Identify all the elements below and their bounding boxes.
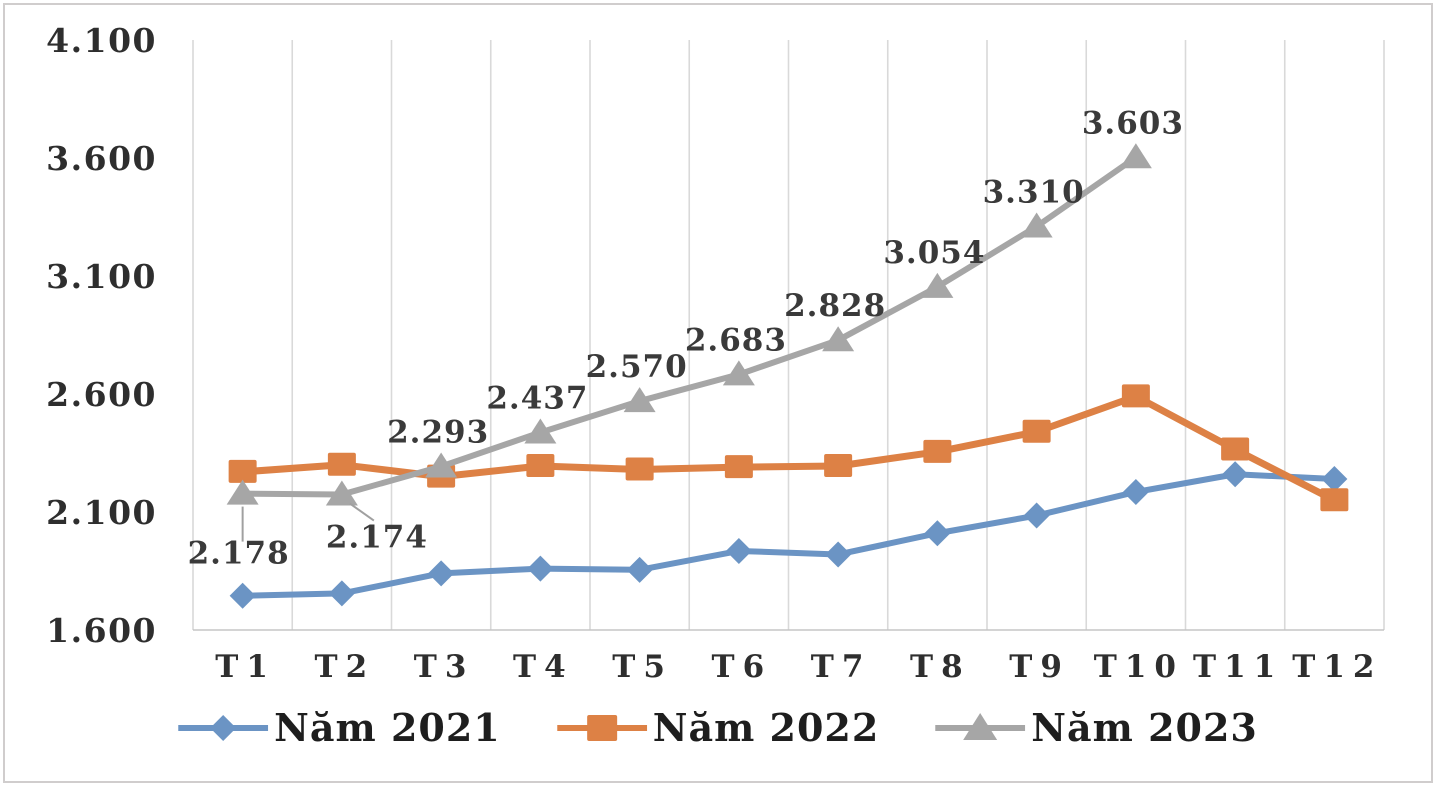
y-tick-label: 1.600	[46, 611, 157, 650]
data-point-marker	[327, 452, 356, 476]
x-tick-label: T6	[712, 649, 773, 685]
data-label: 2.293	[387, 414, 489, 450]
x-tick-label: T11	[1193, 649, 1283, 685]
x-tick-label: T12	[1292, 649, 1382, 685]
x-tick-label: T5	[612, 649, 673, 685]
data-label: 2.683	[685, 322, 787, 358]
legend-marker-diamond-icon	[178, 715, 269, 741]
legend-label-nam-2021: Năm 2021	[274, 705, 501, 750]
y-tick-label: 3.600	[46, 139, 157, 178]
y-tick-label: 2.100	[46, 493, 157, 532]
data-point-marker	[1023, 502, 1050, 529]
data-point-marker	[1121, 384, 1150, 408]
x-tick-label: T1	[215, 649, 276, 685]
data-point-marker	[228, 459, 257, 483]
data-point-marker	[1122, 478, 1149, 505]
data-point-marker	[428, 560, 455, 587]
data-point-marker	[923, 439, 952, 463]
data-point-marker	[725, 537, 752, 564]
data-point-marker	[722, 360, 755, 386]
legend-label-nam-2023: Năm 2023	[1031, 705, 1258, 750]
data-point-marker	[924, 520, 951, 547]
data-point-marker	[524, 418, 557, 444]
data-point-marker	[626, 556, 653, 583]
data-label: 2.437	[486, 380, 588, 416]
data-point-marker	[527, 555, 554, 582]
data-point-marker	[1020, 212, 1053, 238]
legend-glyph	[963, 713, 998, 740]
legend-item-nam-2023[interactable]: Năm 2023	[935, 708, 1258, 748]
data-label: 2.174	[326, 520, 428, 556]
legend-marker-triangle-icon	[935, 713, 1026, 740]
series-3	[226, 143, 1152, 506]
legend-glyph	[586, 715, 617, 741]
series-1	[229, 461, 1348, 609]
data-label: 3.603	[1082, 105, 1184, 141]
y-tick-label: 2.600	[46, 375, 157, 414]
x-tick-label: T8	[910, 649, 971, 685]
legend-item-nam-2022[interactable]: Năm 2022	[556, 705, 880, 750]
data-point-marker	[1022, 419, 1051, 443]
x-tick-label: T2	[315, 649, 376, 685]
data-point-marker	[822, 326, 855, 352]
data-label: 3.054	[883, 235, 985, 271]
series-line	[242, 392, 1336, 504]
data-label: 2.570	[586, 349, 688, 385]
legend-label-nam-2022: Năm 2022	[652, 705, 880, 750]
data-point-marker	[328, 580, 355, 607]
data-point-marker	[1321, 465, 1348, 492]
data-point-marker	[226, 479, 259, 505]
data-label-leader-line	[349, 502, 375, 522]
x-tick-label: T7	[811, 649, 872, 685]
x-tick-label: T10	[1094, 649, 1184, 685]
series-line	[242, 154, 1138, 498]
data-point-marker	[824, 453, 853, 477]
x-tick-label: T4	[513, 649, 574, 685]
x-tick-label: T3	[414, 649, 475, 685]
chart-legend: Năm 2021 Năm 2022 Năm 2023	[178, 708, 1258, 748]
data-label: 2.178	[188, 536, 290, 572]
data-point-marker	[1320, 488, 1349, 512]
data-point-marker	[623, 387, 656, 413]
data-point-marker	[921, 272, 954, 298]
series-line	[242, 471, 1335, 599]
data-label: 2.828	[784, 288, 886, 324]
data-point-marker	[229, 582, 256, 609]
legend-marker-square-icon	[556, 715, 647, 741]
legend-item-nam-2021[interactable]: Năm 2021	[178, 708, 501, 748]
y-tick-label: 3.100	[46, 257, 157, 296]
y-tick-label: 4.100	[46, 21, 157, 60]
data-point-marker	[825, 541, 852, 568]
data-point-marker	[425, 452, 458, 478]
data-point-marker	[1222, 461, 1249, 488]
data-point-marker	[1119, 143, 1152, 169]
legend-glyph	[210, 715, 237, 741]
data-point-marker	[724, 455, 753, 479]
x-tick-label: T9	[1009, 649, 1070, 685]
data-label: 3.310	[983, 174, 1085, 210]
data-point-marker	[325, 480, 358, 506]
data-point-marker	[625, 457, 654, 481]
data-point-marker	[526, 453, 555, 477]
data-point-marker	[1221, 437, 1250, 461]
